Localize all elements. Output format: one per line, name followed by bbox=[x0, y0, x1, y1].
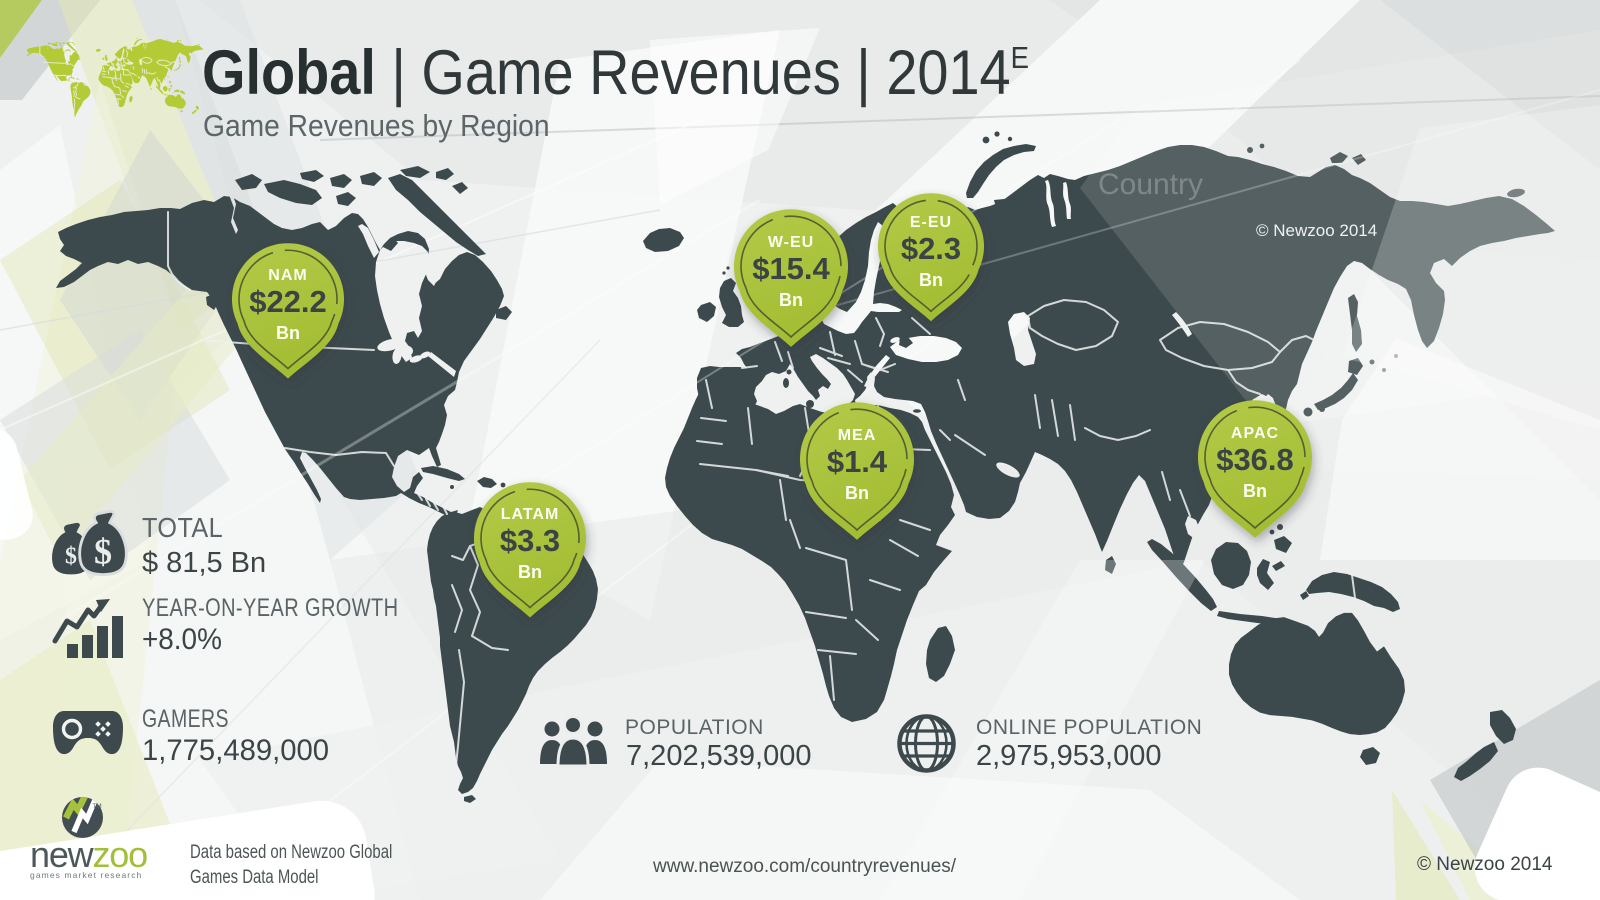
svg-text:TM: TM bbox=[92, 803, 101, 810]
svg-text:$1.4: $1.4 bbox=[827, 444, 888, 479]
svg-text:$: $ bbox=[94, 531, 112, 571]
svg-text:Bn: Bn bbox=[518, 562, 542, 582]
svg-text:Bn: Bn bbox=[276, 323, 300, 343]
svg-text:$: $ bbox=[65, 543, 77, 569]
svg-text:APAC: APAC bbox=[1231, 425, 1279, 442]
svg-text:newzoo: newzoo bbox=[30, 834, 147, 875]
svg-text:$2.3: $2.3 bbox=[901, 231, 961, 266]
svg-text:$15.4: $15.4 bbox=[752, 251, 830, 286]
svg-text:games market research: games market research bbox=[30, 870, 142, 880]
svg-text:Country: Country bbox=[1098, 168, 1203, 201]
svg-text:$22.2: $22.2 bbox=[249, 284, 327, 319]
svg-text:Bn: Bn bbox=[1243, 481, 1267, 501]
svg-text:LATAM: LATAM bbox=[501, 506, 560, 523]
svg-text:MEA: MEA bbox=[838, 427, 877, 444]
svg-text:NAM: NAM bbox=[268, 267, 307, 284]
svg-text:Bn: Bn bbox=[845, 483, 869, 503]
svg-text:E-EU: E-EU bbox=[910, 214, 952, 231]
svg-text:Bn: Bn bbox=[779, 290, 803, 310]
svg-text:W-EU: W-EU bbox=[768, 234, 814, 251]
svg-text:$36.8: $36.8 bbox=[1216, 442, 1294, 477]
svg-text:© Newzoo 2014: © Newzoo 2014 bbox=[1256, 221, 1377, 240]
svg-text:$3.3: $3.3 bbox=[500, 523, 560, 558]
svg-text:Bn: Bn bbox=[919, 270, 943, 290]
